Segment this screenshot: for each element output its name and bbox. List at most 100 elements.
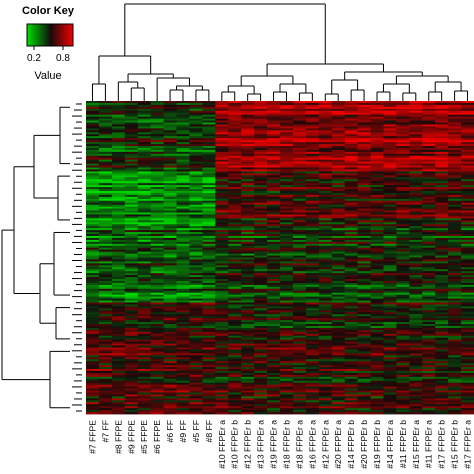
heatmap-cell: [202, 106, 216, 110]
heatmap-cell: [383, 110, 397, 114]
heatmap-cell: [124, 130, 139, 133]
heatmap-cell: [137, 173, 152, 176]
heatmap-cell: [409, 183, 423, 186]
heatmap-cell: [344, 226, 358, 229]
heatmap-cell: [241, 343, 255, 346]
heatmap-cell: [280, 337, 294, 341]
heatmap-cell: [448, 367, 462, 370]
heatmap-cell: [163, 136, 177, 139]
heatmap-cell: [254, 110, 268, 114]
heatmap-cell: [435, 237, 449, 241]
heatmap-cell: [202, 384, 216, 388]
heatmap-cell: [292, 116, 307, 120]
heatmap-cell: [111, 378, 126, 382]
heatmap-cell: [280, 290, 294, 294]
heatmap-cell: [163, 112, 177, 116]
heatmap-cell: [163, 202, 177, 206]
heatmap-cell: [111, 149, 126, 153]
heatmap-cell: [215, 214, 229, 217]
heatmap-cell: [150, 110, 164, 114]
heatmap-cell: [422, 106, 436, 110]
heatmap-cell: [292, 108, 307, 112]
heatmap-cell: [267, 144, 281, 147]
heatmap-cell: [150, 363, 164, 366]
heatmap-cell: [241, 179, 255, 182]
heatmap-cell: [215, 275, 229, 278]
heatmap-cell: [461, 333, 474, 337]
heatmap-cell: [280, 300, 294, 303]
heatmap-cell: [409, 402, 423, 405]
heatmap-cell: [318, 255, 333, 258]
heatmap-cell: [357, 224, 371, 227]
heatmap-cell: [331, 388, 346, 391]
heatmap-cell: [448, 161, 462, 164]
heatmap-cell: [280, 245, 294, 249]
color-key-swatch: [33, 24, 35, 46]
heatmap-cell: [111, 157, 126, 161]
heatmap-cell: [137, 145, 152, 149]
heatmap-cell: [124, 204, 139, 208]
heatmap-cell: [86, 255, 100, 258]
heatmap-cell: [448, 140, 462, 143]
heatmap-cell: [461, 157, 474, 161]
heatmap-cell: [383, 353, 397, 356]
heatmap-cell: [422, 210, 436, 213]
heatmap-cell: [215, 404, 229, 407]
heatmap-cell: [370, 361, 384, 364]
heatmap-cell: [254, 263, 268, 266]
heatmap-cell: [111, 294, 126, 298]
heatmap-cell: [318, 288, 333, 292]
heatmap-cell: [331, 257, 346, 260]
heatmap-cell: [318, 277, 333, 280]
heatmap-cell: [137, 394, 152, 397]
heatmap-cell: [150, 380, 164, 384]
heatmap-cell: [292, 396, 307, 399]
heatmap-cell: [111, 234, 126, 237]
heatmap-cell: [189, 322, 203, 325]
heatmap-cell: [137, 312, 152, 315]
heatmap-cell: [461, 136, 474, 139]
heatmap-cell: [86, 402, 100, 405]
heatmap-cell: [202, 187, 216, 190]
heatmap-cell: [396, 343, 410, 346]
heatmap-cell: [111, 314, 126, 317]
heatmap-cell: [86, 388, 100, 391]
heatmap-cell: [396, 390, 410, 393]
heatmap-cell: [305, 189, 320, 192]
heatmap-cell: [396, 369, 410, 372]
heatmap-cell: [409, 235, 423, 239]
heatmap-cell: [124, 120, 139, 123]
color-key-swatch: [52, 24, 54, 46]
heatmap-cell: [241, 136, 255, 139]
heatmap-cell: [98, 120, 113, 123]
heatmap-cell: [98, 147, 113, 151]
heatmap-cell: [267, 333, 281, 337]
heatmap-cell: [461, 410, 474, 413]
heatmap-cell: [86, 161, 100, 164]
heatmap-cell: [189, 132, 203, 135]
heatmap-cell: [86, 294, 100, 298]
heatmap-cell: [202, 210, 216, 213]
heatmap-cell: [254, 398, 268, 401]
heatmap-cell: [318, 347, 333, 350]
heatmap-cell: [124, 101, 139, 104]
heatmap-cell: [331, 410, 346, 413]
heatmap-cell: [124, 292, 139, 296]
heatmap-cell: [254, 239, 268, 243]
heatmap-cell: [305, 253, 320, 256]
heatmap-cell: [357, 286, 371, 290]
heatmap-cell: [357, 255, 371, 258]
heatmap-cell: [163, 192, 177, 196]
heatmap-cell: [241, 308, 255, 311]
heatmap-cell: [228, 142, 242, 145]
heatmap-cell: [215, 128, 229, 131]
heatmap-cell: [318, 394, 333, 397]
heatmap-cell: [305, 198, 320, 202]
heatmap-cell: [318, 247, 333, 251]
heatmap-cell: [150, 306, 164, 309]
heatmap-cell: [228, 110, 242, 114]
heatmap-cell: [383, 155, 397, 159]
heatmap-cell: [370, 282, 384, 286]
heatmap-cell: [331, 286, 346, 290]
heatmap-cell: [241, 190, 255, 194]
